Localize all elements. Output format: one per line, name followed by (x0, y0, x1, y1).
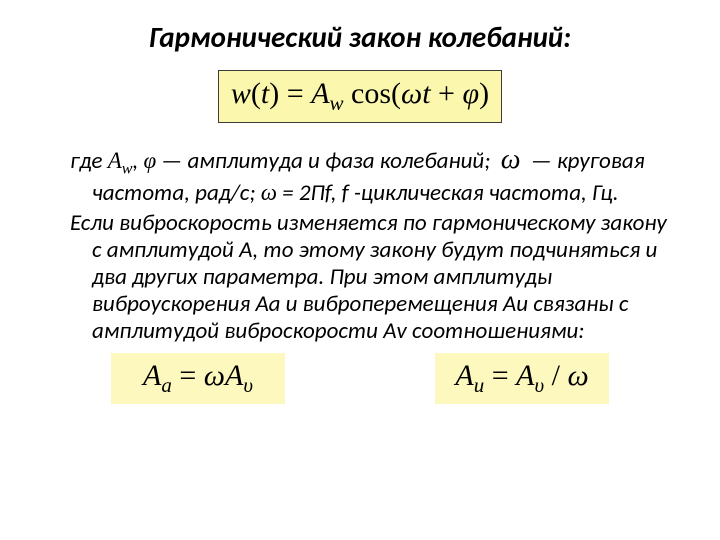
paragraph-2: Если виброскорость изменяется по гармони… (46, 210, 674, 346)
p1-omega1: ω (501, 144, 521, 175)
p1-Aw: Aw (108, 148, 133, 173)
p1-phi: φ (144, 148, 157, 173)
formula-pair: Aa = ωAυ Au = Aυ / ω (46, 353, 674, 404)
slide: Гармонический закон колебаний: w(t) = Aw… (0, 0, 720, 540)
paragraph-1: где Aw, φ — амплитуда и фаза колебаний; … (46, 143, 674, 208)
p1-omega2: ω (261, 180, 277, 205)
formula-a: Aa = ωAυ (111, 353, 285, 404)
main-formula: w(t) = Aw cos(ωt + φ) (218, 70, 502, 123)
p1-e: — амплитуда и фаза колебаний; (156, 147, 495, 175)
p1-c: , (133, 147, 144, 175)
main-formula-row: w(t) = Aw cos(ωt + φ) (46, 70, 674, 123)
formula-u: Au = Aυ / ω (435, 353, 609, 404)
p1-i: = 2Пf, f -циклическая частота, Гц. (277, 179, 619, 207)
p1-a: где (70, 147, 108, 175)
slide-title: Гармонический закон колебаний: (46, 22, 674, 54)
